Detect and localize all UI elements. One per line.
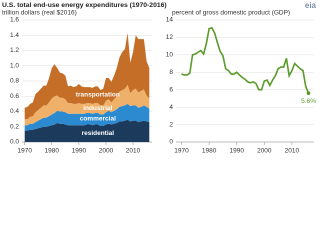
series-label: residential	[82, 130, 115, 137]
area	[24, 84, 150, 126]
logo: eia	[305, 1, 317, 10]
x-tick-label: 2000	[99, 148, 114, 155]
y-tick-label: 1.6	[10, 17, 19, 24]
y-tick-label: 0.6	[10, 93, 19, 100]
y-tick-label: 0.4	[10, 108, 19, 115]
y-tick-label: 8	[169, 69, 173, 76]
x-tick-label: 2010	[285, 148, 300, 155]
y-tick-label: 12	[166, 34, 174, 41]
x-tick-label: 1980	[45, 148, 60, 155]
line	[181, 26, 310, 94]
y-axis-label: percent of gross domestic product (GDP)	[172, 10, 290, 17]
y-tick-label: 10	[166, 52, 174, 59]
series-label: industrial	[83, 105, 112, 112]
series-label: transportation	[76, 91, 120, 98]
chart-title: U.S. total end-use energy expenditures (…	[2, 2, 167, 9]
y-tick-label: 1.2	[10, 47, 19, 54]
x-tick-label: 1980	[202, 148, 217, 155]
y-tick-label: 14	[166, 17, 174, 24]
x-tick-label: 2010	[126, 148, 141, 155]
y-tick-label: 1.4	[10, 32, 19, 39]
area	[24, 32, 150, 120]
data-label: 5.6%	[301, 98, 316, 105]
x-tick-label: 1970	[17, 148, 32, 155]
y-tick-label: 6	[169, 86, 173, 93]
y-tick-label: 0	[169, 139, 173, 146]
area	[24, 103, 150, 131]
y-axis-label: trillion dollars (real $2016)	[2, 10, 77, 17]
y-tick-label: 4	[169, 104, 173, 111]
x-tick-label: 1970	[174, 148, 189, 155]
x-tick-label: 1990	[229, 148, 244, 155]
y-tick-label: 0.8	[10, 78, 19, 85]
y-tick-label: 0.2	[10, 123, 19, 130]
y-tick-label: 2	[169, 121, 173, 128]
y-tick-label: 0.0	[10, 139, 19, 146]
y-tick-label: 1.0	[10, 62, 19, 69]
point	[306, 91, 311, 95]
x-tick-label: 1990	[72, 148, 87, 155]
series-label: commercial	[80, 115, 116, 122]
chart: U.S. total end-use energy expenditures (…	[2, 1, 317, 155]
area	[24, 119, 150, 142]
x-tick-label: 2000	[257, 148, 272, 155]
